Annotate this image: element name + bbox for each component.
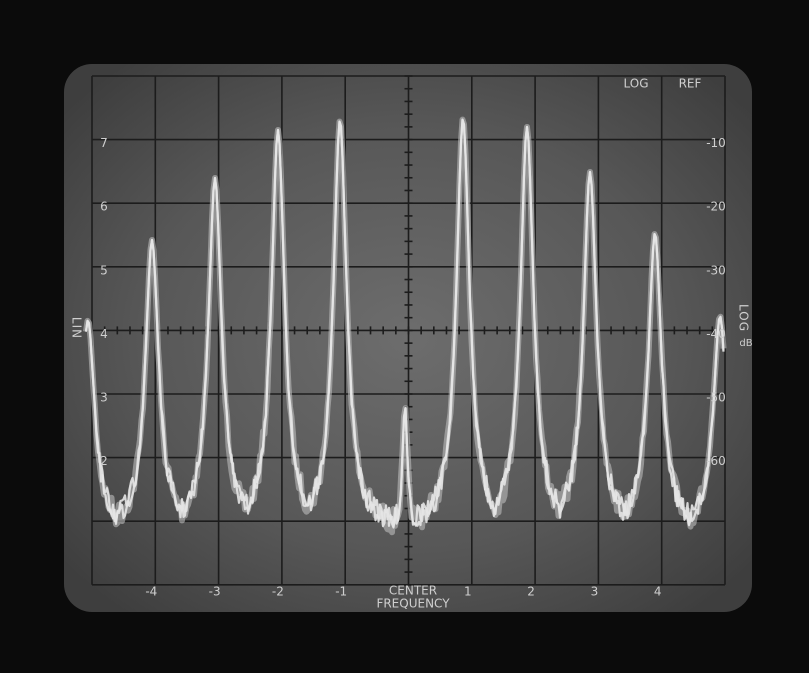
bottom-tick-label: -1 xyxy=(335,585,347,599)
right-tick-label: -40 xyxy=(706,327,726,341)
left-tick-label: 6 xyxy=(100,200,108,214)
trace-line xyxy=(84,118,725,528)
right-tick-label: -10 xyxy=(706,136,726,150)
left-tick-label: 3 xyxy=(100,391,108,405)
bottom-tick-label: -3 xyxy=(209,585,221,599)
bottom-tick-label: -4 xyxy=(145,585,157,599)
bottom-tick-label: 4 xyxy=(654,585,662,599)
left-tick-label: 2 xyxy=(100,454,108,468)
bottom-tick-label: 2 xyxy=(527,585,535,599)
trace xyxy=(83,116,727,536)
left-tick-label: 7 xyxy=(100,136,108,150)
right-tick-label: -30 xyxy=(706,263,726,277)
frequency-label: FREQUENCY xyxy=(376,597,450,611)
lin-label: LIN xyxy=(70,317,84,339)
bottom-tick-label: -2 xyxy=(272,585,284,599)
labels: 7 6 5 4 3 2 -10 -20 -30 -40 -50 -60 -4 -3 -2 -1 1 2 3 4 xyxy=(100,136,726,598)
db-label: dB xyxy=(739,338,752,349)
log-axis-label: LOG xyxy=(737,304,751,332)
right-tick-label: -50 xyxy=(706,391,726,405)
right-tick-label: -20 xyxy=(706,200,726,214)
left-tick-label: 4 xyxy=(100,327,108,341)
bottom-tick-label: 1 xyxy=(464,585,472,599)
left-tick-label: 5 xyxy=(100,263,108,277)
bottom-tick-label: 3 xyxy=(591,585,599,599)
log-label: LOG xyxy=(623,77,648,91)
center-label: CENTER xyxy=(389,584,437,598)
right-tick-label: -60 xyxy=(706,454,726,468)
ref-label: REF xyxy=(679,77,702,91)
